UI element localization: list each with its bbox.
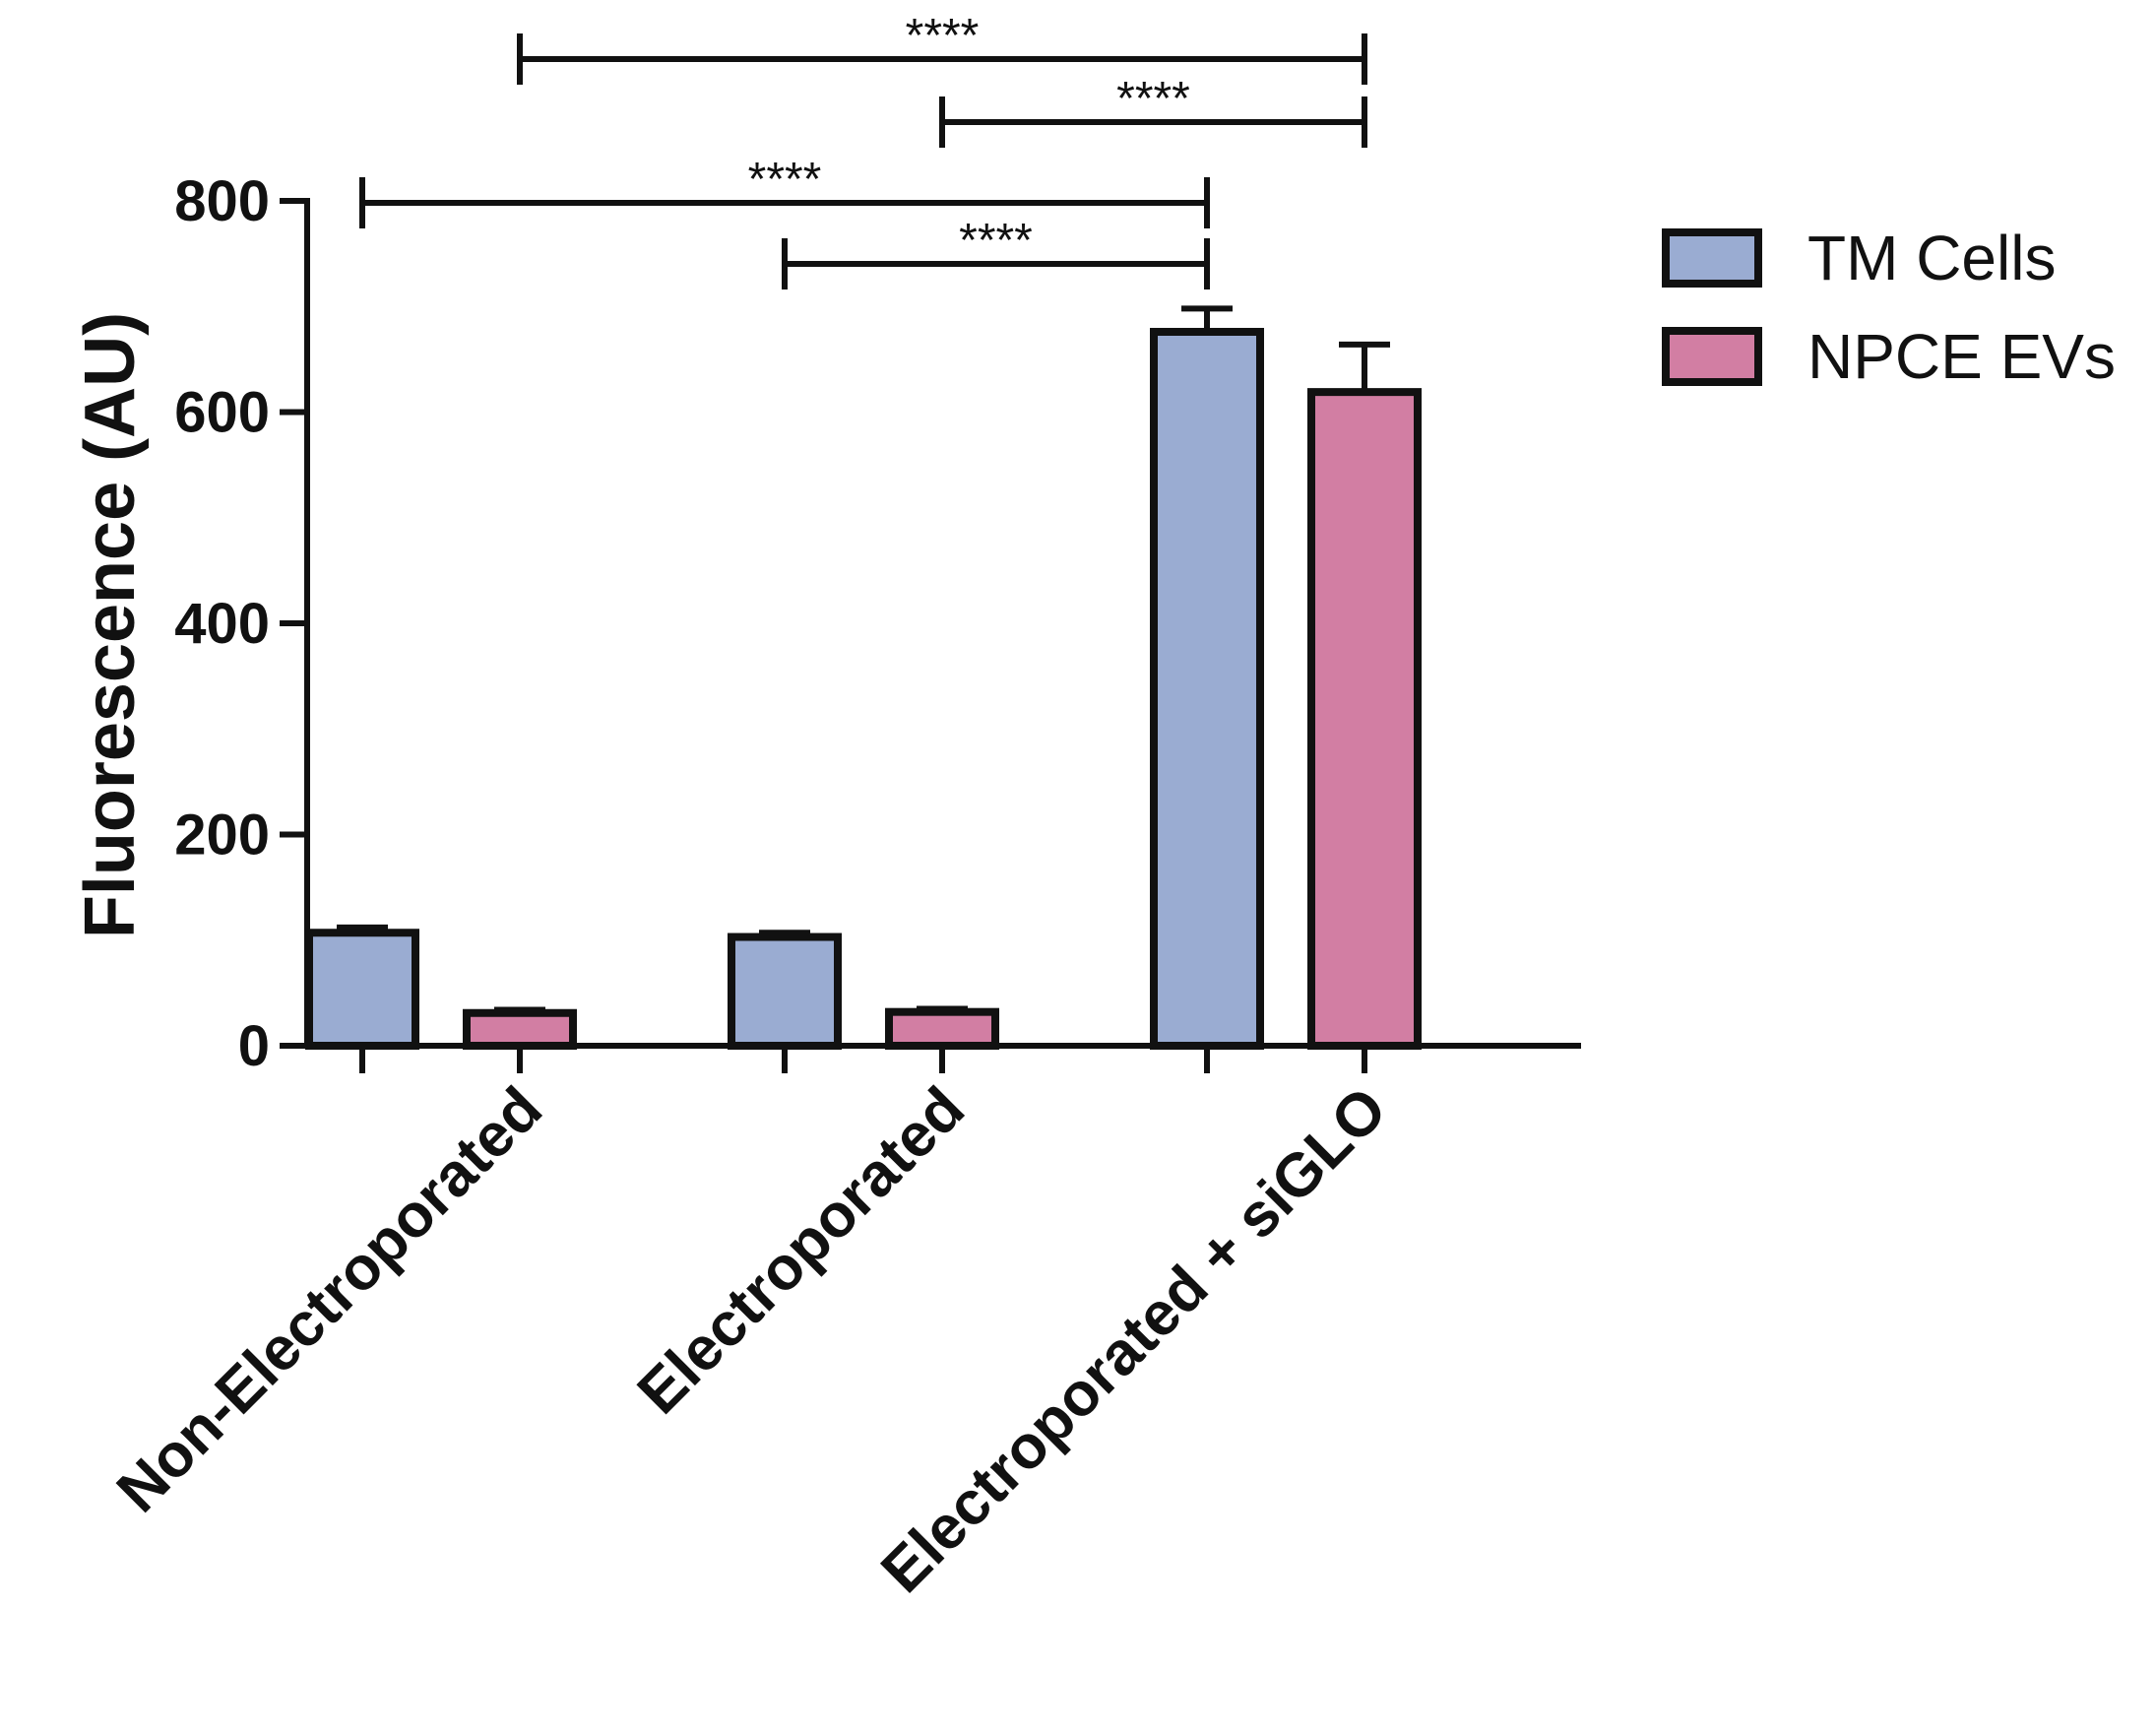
y-tick-label: 600 — [174, 381, 270, 445]
significance-label: **** — [959, 215, 1033, 267]
x-axis: Non-Electroporated ElectroporatedElectrop… — [104, 1043, 1581, 1606]
y-tick-label: 800 — [174, 169, 270, 233]
bar — [1307, 388, 1422, 1050]
legend-swatch — [1662, 327, 1762, 386]
x-category-label: Electroporated + siGLO — [868, 1074, 1400, 1606]
x-category-label: Electroporated — [625, 1074, 978, 1427]
y-axis: Fluorescence (AU) 0 200 400 600 800 — [71, 169, 310, 1078]
bar — [885, 1007, 999, 1051]
legend: TM Cells NPCE EVs — [1662, 223, 2116, 392]
bars — [305, 305, 1422, 1051]
y-tick-label: 400 — [174, 592, 270, 656]
significance-label: **** — [1116, 73, 1190, 125]
bar — [1150, 327, 1264, 1050]
significance-label: **** — [748, 154, 822, 206]
y-tick-label: 0 — [238, 1014, 270, 1078]
significance-brackets: **** **** **** **** — [359, 10, 1367, 289]
bar — [305, 929, 419, 1050]
significance-label: **** — [906, 10, 980, 62]
y-tick-label: 200 — [174, 804, 270, 868]
y-axis-label: Fluorescence (AU) — [71, 312, 150, 938]
legend-swatch — [1662, 228, 1762, 288]
bar — [463, 1008, 577, 1050]
legend-label: NPCE EVs — [1807, 321, 2116, 392]
legend-label: TM Cells — [1807, 223, 2056, 293]
x-category-label: Non-Electroporated — [104, 1074, 555, 1525]
bar — [728, 932, 842, 1050]
